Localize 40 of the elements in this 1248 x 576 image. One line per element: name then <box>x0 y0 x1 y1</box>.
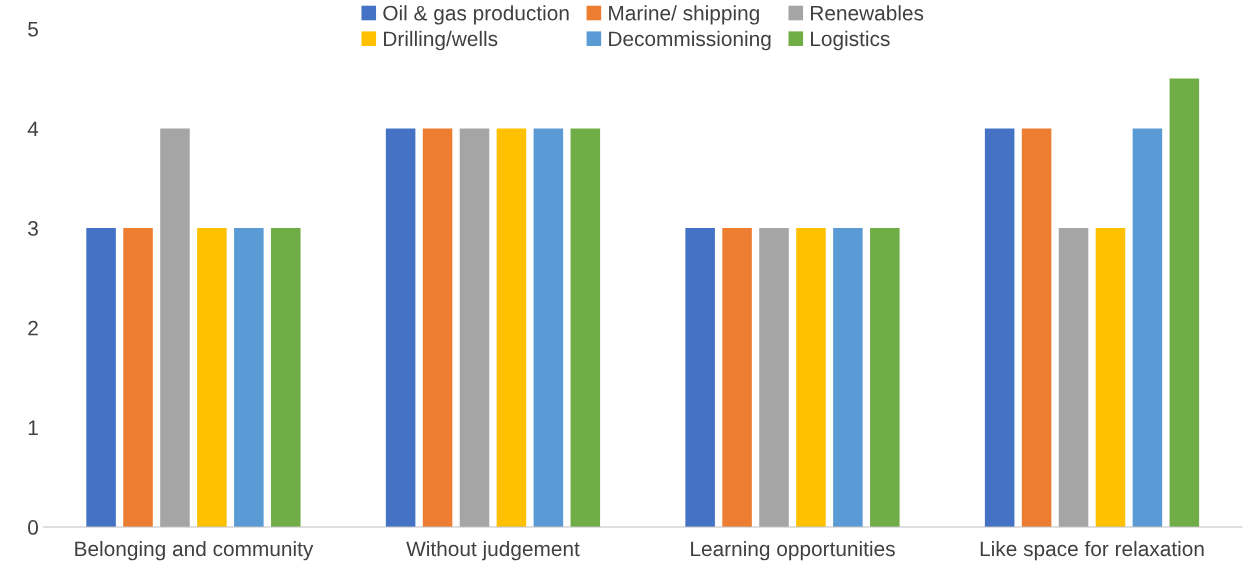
bar <box>385 128 416 528</box>
bar <box>1021 128 1052 528</box>
y-tick-label: 1 <box>28 420 38 435</box>
x-tick-label: Learning opportunities <box>691 540 895 561</box>
bar <box>1095 228 1126 528</box>
legend-label: Decommissioning <box>609 30 771 51</box>
x-tick-label: Like space for relaxation <box>980 540 1204 561</box>
bar <box>234 228 264 528</box>
legend-label: Drilling/wells <box>384 30 498 51</box>
bar <box>533 128 564 528</box>
bar <box>759 228 789 528</box>
legend-label: Marine/ shipping <box>609 5 759 25</box>
bar <box>1169 78 1200 528</box>
bar <box>796 228 826 528</box>
bar <box>123 228 153 528</box>
bar <box>833 228 863 528</box>
bar <box>984 128 1015 528</box>
bar <box>160 128 190 528</box>
bar <box>1132 128 1163 528</box>
bar <box>570 128 601 528</box>
y-tick-label: 2 <box>28 320 38 336</box>
bar <box>496 128 527 528</box>
bar <box>870 228 900 528</box>
y-tick-label: 3 <box>28 221 38 236</box>
y-tick-label: 4 <box>27 121 39 136</box>
bar <box>459 128 490 528</box>
x-tick-label: Without judgement <box>406 540 580 561</box>
legend-label: Oil & gas production <box>383 5 569 25</box>
bar <box>197 228 227 528</box>
y-tick-label: 0 <box>28 520 39 535</box>
bar <box>271 228 301 528</box>
bar <box>1058 228 1089 528</box>
bar <box>685 228 715 528</box>
bar <box>422 128 453 528</box>
legend-label: Renewables <box>811 5 924 21</box>
bar <box>722 228 752 528</box>
y-tick-label: 5 <box>28 22 38 37</box>
x-tick-label: Belonging and community <box>75 540 314 561</box>
bar <box>86 228 116 528</box>
legend-label: Logistics <box>811 30 890 51</box>
